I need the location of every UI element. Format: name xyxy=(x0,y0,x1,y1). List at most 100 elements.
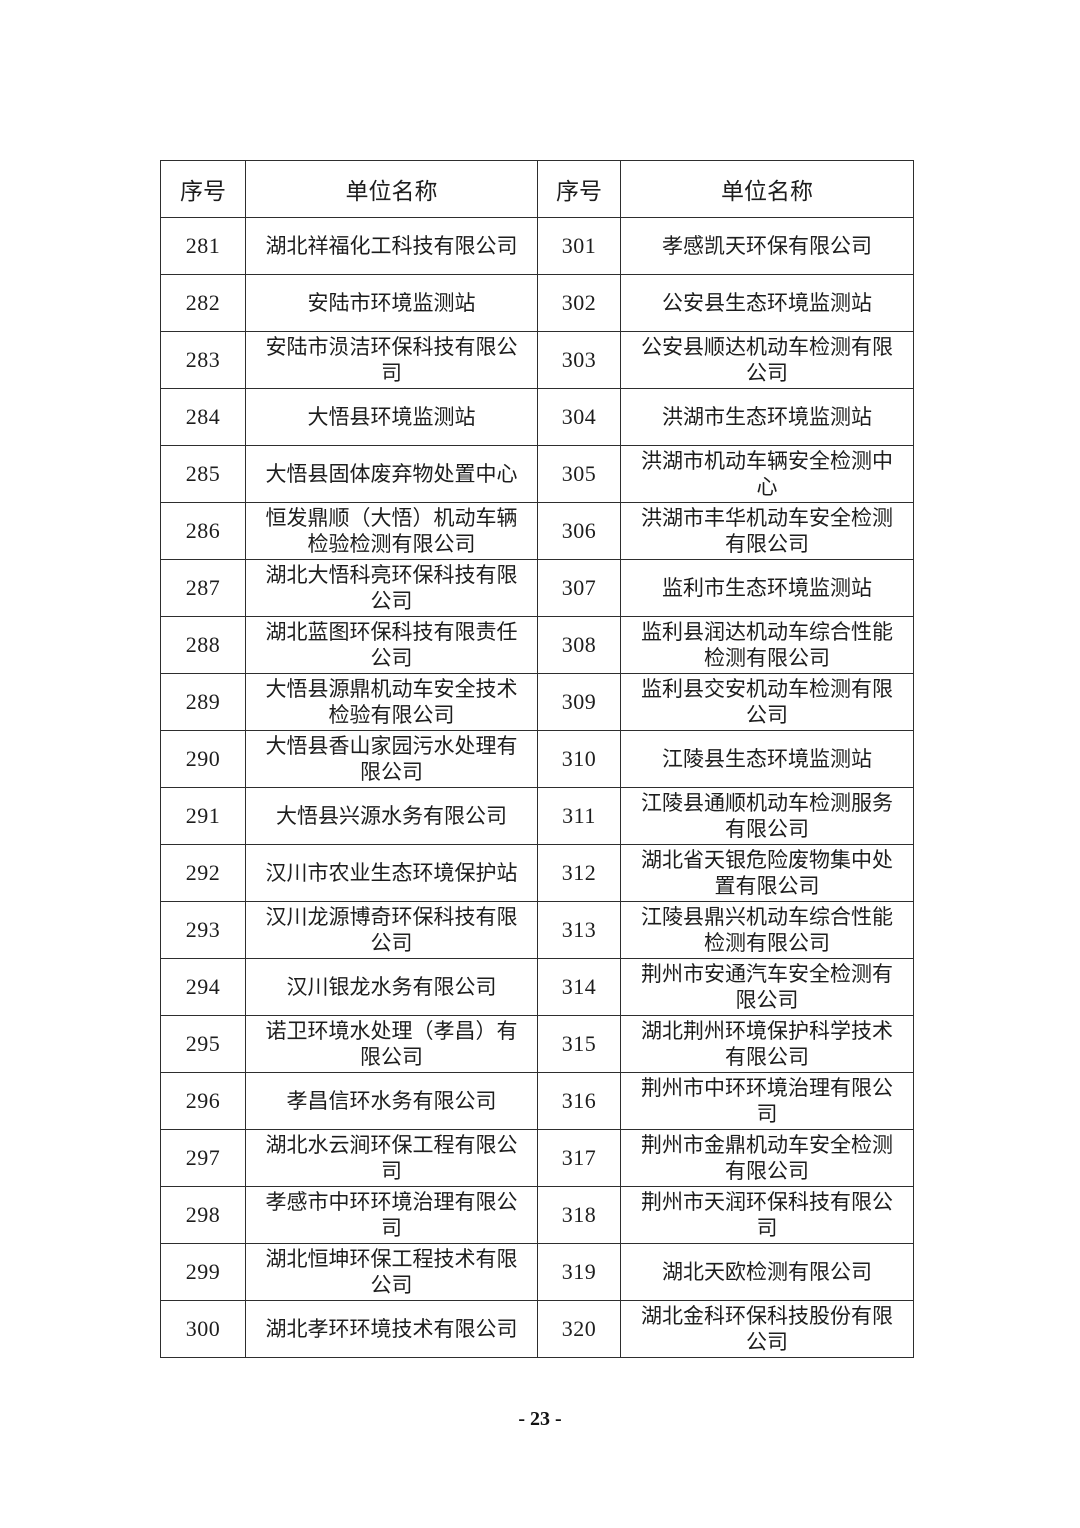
table-header: 序号 单位名称 序号 单位名称 xyxy=(160,160,914,218)
unit-name-cell-right: 江陵县通顺机动车检测服务有限公司 xyxy=(620,787,914,845)
serial-cell-left: 288 xyxy=(160,616,246,674)
unit-name-cell-left: 安陆市环境监测站 xyxy=(245,274,538,332)
unit-name-cell-left: 汉川龙源博奇环保科技有限公司 xyxy=(245,901,538,959)
unit-name-cell-left: 湖北水云涧环保工程有限公司 xyxy=(245,1129,538,1187)
serial-cell-right: 310 xyxy=(537,730,621,788)
unit-name-cell-right: 荆州市安通汽车安全检测有限公司 xyxy=(620,958,914,1016)
serial-cell-right: 317 xyxy=(537,1129,621,1187)
unit-name-cell-left: 湖北恒坤环保工程技术有限公司 xyxy=(245,1243,538,1301)
table-row: 285 大悟县固体废弃物处置中心 305 洪湖市机动车辆安全检测中心 xyxy=(160,445,914,503)
serial-cell-left: 293 xyxy=(160,901,246,959)
unit-name-cell-right: 江陵县鼎兴机动车综合性能检测有限公司 xyxy=(620,901,914,959)
serial-cell-left: 283 xyxy=(160,331,246,389)
serial-cell-left: 286 xyxy=(160,502,246,560)
serial-cell-left: 289 xyxy=(160,673,246,731)
table-row: 292 汉川市农业生态环境保护站 312 湖北省天银危险废物集中处置有限公司 xyxy=(160,844,914,902)
unit-name-cell-left: 湖北大悟科亮环保科技有限公司 xyxy=(245,559,538,617)
unit-name-cell-right: 洪湖市生态环境监测站 xyxy=(620,388,914,446)
serial-cell-right: 307 xyxy=(537,559,621,617)
serial-cell-left: 298 xyxy=(160,1186,246,1244)
serial-cell-right: 313 xyxy=(537,901,621,959)
unit-name-cell-right: 监利县交安机动车检测有限公司 xyxy=(620,673,914,731)
unit-name-cell-right: 湖北天欧检测有限公司 xyxy=(620,1243,914,1301)
unit-name-cell-right: 湖北荆州环境保护科学技术有限公司 xyxy=(620,1015,914,1073)
header-unit-name-right: 单位名称 xyxy=(620,160,914,218)
unit-name-cell-right: 荆州市天润环保科技有限公司 xyxy=(620,1186,914,1244)
table-row: 283 安陆市涢洁环保科技有限公司 303 公安县顺达机动车检测有限公司 xyxy=(160,331,914,389)
table-row: 286 恒发鼎顺（大悟）机动车辆检验检测有限公司 306 洪湖市丰华机动车安全检… xyxy=(160,502,914,560)
units-table: 序号 单位名称 序号 单位名称 281 湖北祥福化工科技有限公司 301 孝感凯… xyxy=(160,160,914,1358)
serial-cell-right: 311 xyxy=(537,787,621,845)
unit-name-cell-right: 湖北金科环保科技股份有限公司 xyxy=(620,1300,914,1358)
serial-cell-right: 302 xyxy=(537,274,621,332)
unit-name-cell-right: 洪湖市机动车辆安全检测中心 xyxy=(620,445,914,503)
header-serial-right: 序号 xyxy=(537,160,621,218)
table-row: 298 孝感市中环环境治理有限公司 318 荆州市天润环保科技有限公司 xyxy=(160,1186,914,1244)
serial-cell-right: 309 xyxy=(537,673,621,731)
serial-cell-right: 314 xyxy=(537,958,621,1016)
unit-name-cell-left: 诺卫环境水处理（孝昌）有限公司 xyxy=(245,1015,538,1073)
unit-name-cell-left: 大悟县源鼎机动车安全技术检验有限公司 xyxy=(245,673,538,731)
unit-name-cell-left: 安陆市涢洁环保科技有限公司 xyxy=(245,331,538,389)
serial-cell-left: 291 xyxy=(160,787,246,845)
unit-name-cell-left: 湖北孝环环境技术有限公司 xyxy=(245,1300,538,1358)
serial-cell-left: 297 xyxy=(160,1129,246,1187)
table-row: 281 湖北祥福化工科技有限公司 301 孝感凯天环保有限公司 xyxy=(160,217,914,275)
unit-name-cell-left: 汉川银龙水务有限公司 xyxy=(245,958,538,1016)
table-row: 294 汉川银龙水务有限公司 314 荆州市安通汽车安全检测有限公司 xyxy=(160,958,914,1016)
unit-name-cell-right: 监利县润达机动车综合性能检测有限公司 xyxy=(620,616,914,674)
serial-cell-left: 300 xyxy=(160,1300,246,1358)
unit-name-cell-left: 大悟县固体废弃物处置中心 xyxy=(245,445,538,503)
table-body: 281 湖北祥福化工科技有限公司 301 孝感凯天环保有限公司 282 安陆市环… xyxy=(160,217,914,1358)
table-row: 282 安陆市环境监测站 302 公安县生态环境监测站 xyxy=(160,274,914,332)
serial-cell-left: 285 xyxy=(160,445,246,503)
table-row: 284 大悟县环境监测站 304 洪湖市生态环境监测站 xyxy=(160,388,914,446)
table-row: 290 大悟县香山家园污水处理有限公司 310 江陵县生态环境监测站 xyxy=(160,730,914,788)
serial-cell-right: 303 xyxy=(537,331,621,389)
serial-cell-left: 292 xyxy=(160,844,246,902)
serial-cell-right: 308 xyxy=(537,616,621,674)
serial-cell-left: 284 xyxy=(160,388,246,446)
serial-cell-right: 320 xyxy=(537,1300,621,1358)
serial-cell-right: 305 xyxy=(537,445,621,503)
unit-name-cell-right: 监利市生态环境监测站 xyxy=(620,559,914,617)
unit-name-cell-left: 孝感市中环环境治理有限公司 xyxy=(245,1186,538,1244)
unit-name-cell-left: 大悟县香山家园污水处理有限公司 xyxy=(245,730,538,788)
unit-name-cell-right: 荆州市金鼎机动车安全检测有限公司 xyxy=(620,1129,914,1187)
unit-name-cell-right: 公安县生态环境监测站 xyxy=(620,274,914,332)
page-number: - 23 - xyxy=(518,1408,562,1430)
serial-cell-right: 306 xyxy=(537,502,621,560)
unit-name-cell-left: 湖北蓝图环保科技有限责任公司 xyxy=(245,616,538,674)
serial-cell-left: 281 xyxy=(160,217,246,275)
serial-cell-left: 295 xyxy=(160,1015,246,1073)
unit-name-cell-right: 荆州市中环环境治理有限公司 xyxy=(620,1072,914,1130)
serial-cell-left: 294 xyxy=(160,958,246,1016)
table-row: 288 湖北蓝图环保科技有限责任公司 308 监利县润达机动车综合性能检测有限公… xyxy=(160,616,914,674)
unit-name-cell-right: 江陵县生态环境监测站 xyxy=(620,730,914,788)
serial-cell-right: 301 xyxy=(537,217,621,275)
unit-name-cell-right: 孝感凯天环保有限公司 xyxy=(620,217,914,275)
serial-cell-right: 315 xyxy=(537,1015,621,1073)
serial-cell-left: 299 xyxy=(160,1243,246,1301)
table-row: 297 湖北水云涧环保工程有限公司 317 荆州市金鼎机动车安全检测有限公司 xyxy=(160,1129,914,1187)
unit-name-cell-left: 大悟县兴源水务有限公司 xyxy=(245,787,538,845)
serial-cell-right: 318 xyxy=(537,1186,621,1244)
unit-name-cell-left: 湖北祥福化工科技有限公司 xyxy=(245,217,538,275)
serial-cell-right: 304 xyxy=(537,388,621,446)
serial-cell-left: 282 xyxy=(160,274,246,332)
table-row: 295 诺卫环境水处理（孝昌）有限公司 315 湖北荆州环境保护科学技术有限公司 xyxy=(160,1015,914,1073)
unit-name-cell-left: 恒发鼎顺（大悟）机动车辆检验检测有限公司 xyxy=(245,502,538,560)
table-row: 293 汉川龙源博奇环保科技有限公司 313 江陵县鼎兴机动车综合性能检测有限公… xyxy=(160,901,914,959)
serial-cell-left: 287 xyxy=(160,559,246,617)
table-row: 296 孝昌信环水务有限公司 316 荆州市中环环境治理有限公司 xyxy=(160,1072,914,1130)
unit-name-cell-right: 湖北省天银危险废物集中处置有限公司 xyxy=(620,844,914,902)
header-row: 序号 单位名称 序号 单位名称 xyxy=(160,160,914,218)
table-row: 291 大悟县兴源水务有限公司 311 江陵县通顺机动车检测服务有限公司 xyxy=(160,787,914,845)
serial-cell-left: 296 xyxy=(160,1072,246,1130)
table-row: 299 湖北恒坤环保工程技术有限公司 319 湖北天欧检测有限公司 xyxy=(160,1243,914,1301)
table-row: 300 湖北孝环环境技术有限公司 320 湖北金科环保科技股份有限公司 xyxy=(160,1300,914,1358)
serial-cell-right: 316 xyxy=(537,1072,621,1130)
unit-name-cell-right: 洪湖市丰华机动车安全检测有限公司 xyxy=(620,502,914,560)
table-row: 287 湖北大悟科亮环保科技有限公司 307 监利市生态环境监测站 xyxy=(160,559,914,617)
